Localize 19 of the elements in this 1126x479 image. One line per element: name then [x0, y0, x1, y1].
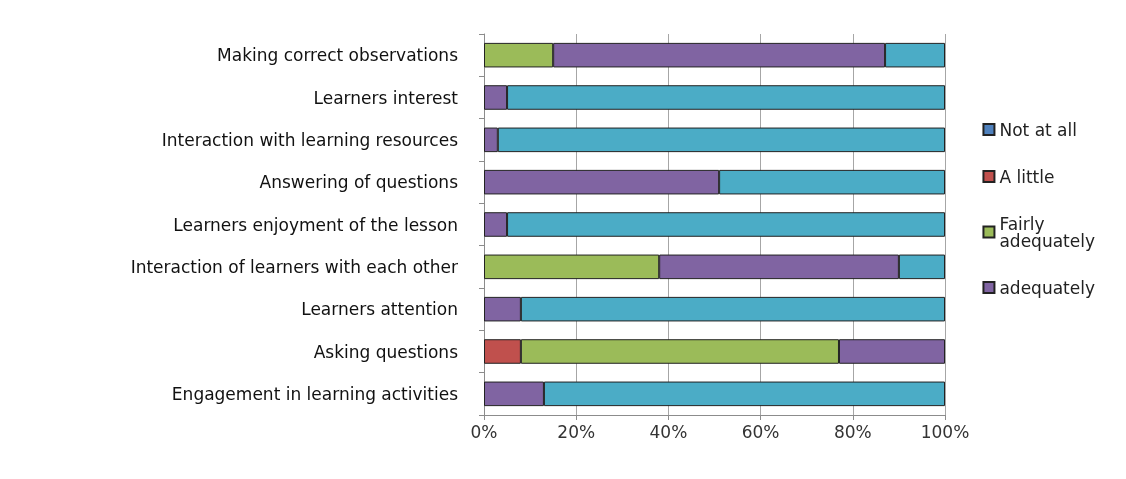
x-tick-label: 40% — [649, 421, 688, 442]
x-tick-label: 60% — [741, 421, 780, 442]
legend-label: A little — [999, 166, 1055, 187]
y-tick-label: Asking questions — [313, 341, 459, 362]
x-tick-label: 100% — [920, 421, 970, 442]
legend-label: Not at all — [999, 119, 1077, 140]
legend-label: adequately — [999, 277, 1095, 298]
legend-label: Fairly adequately — [999, 213, 1095, 251]
y-tick-label: Learners enjoyment of the lesson — [173, 214, 458, 235]
x-tick-label: 0% — [470, 421, 498, 442]
x-tick-label: 20% — [557, 421, 596, 442]
y-tick-label: Interaction of learners with each other — [130, 256, 459, 277]
y-tick-label: Answering of questions — [259, 172, 459, 193]
y-tick-label: Interaction with learning resources — [161, 129, 459, 150]
y-tick-label: Engagement in learning activities — [171, 383, 459, 404]
y-tick-label: Learners attention — [301, 299, 458, 320]
x-tick-label: 80% — [833, 421, 872, 442]
y-tick-label: Making correct observations — [217, 45, 459, 66]
y-tick-label: Learners interest — [313, 87, 459, 108]
